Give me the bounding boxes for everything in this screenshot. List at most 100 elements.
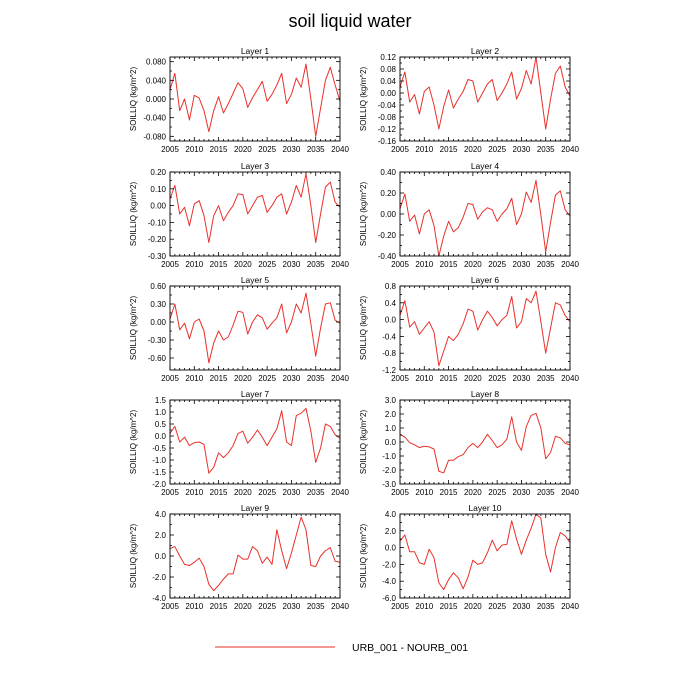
layer-4-x-tick-label: 2010: [415, 260, 433, 269]
layer-4-y-tick-label: -0.40: [378, 252, 397, 261]
layer-5-y-tick-label: 0.00: [150, 318, 166, 327]
layer-2-y-tick-label: 0.12: [380, 53, 396, 62]
layer-1-x-tick-label: 2025: [258, 145, 276, 154]
layer-3-plot-frame: [169, 171, 341, 257]
layer-4-x-tick-label: 2030: [513, 260, 531, 269]
layer-3-x-tick-label: 2035: [307, 260, 325, 269]
layer-4-x-tick-label: 2040: [561, 260, 579, 269]
layer-3-y-tick-label: -0.30: [148, 252, 167, 261]
layer-8-title: Layer 8: [471, 389, 500, 399]
layer-8-y-tick-label: 1.0: [385, 424, 397, 433]
layer-2-panel: Layer 2 2005 2010 2015 2020 2025 2030 2035 2040 -…: [359, 46, 579, 154]
layer-2-plot-frame: [399, 56, 571, 142]
layer-5-x-tick-label: 2010: [185, 374, 203, 383]
layer-5-x-tick-label: 2035: [307, 374, 325, 383]
layer-3-series-line: [169, 173, 341, 244]
layer-6-x-tick-label: 2020: [464, 374, 482, 383]
legend: URB_001 - NOURB_001: [215, 642, 468, 654]
layer-5-x-tick-label: 2005: [161, 374, 179, 383]
layer-3-y-tick-label: 0.20: [150, 168, 166, 177]
layer-1-x-tick-label: 2010: [185, 145, 203, 154]
layer-9-x-tick-label: 2030: [283, 602, 301, 611]
layer-7-panel: Layer 7 2005 2010 2015 2020 2025 2030 2035 2040 -…: [129, 389, 349, 497]
layer-1-y-tick-label: 0.040: [146, 76, 167, 85]
layer-6-panel: Layer 6 2005 2010 2015 2020 2025 2030 2035 2040 -…: [359, 275, 579, 383]
layer-7-y-tick-label: -2.0: [152, 480, 166, 489]
layer-2-x-tick-label: 2005: [391, 145, 409, 154]
layer-10-x-tick-label: 2040: [561, 602, 579, 611]
layer-9-x-tick-label: 2035: [307, 602, 325, 611]
layer-9-y-tick-label: -4.0: [152, 594, 166, 603]
layer-5-x-tick-label: 2020: [234, 374, 252, 383]
layer-1-y-tick-label: -0.040: [143, 114, 166, 123]
layer-4-y-tick-label: 0.00: [380, 210, 396, 219]
layer-10-y-tick-label: 4.0: [385, 510, 397, 519]
layer-7-x-tick-label: 2010: [185, 488, 203, 497]
layer-8-x-tick-label: 2020: [464, 488, 482, 497]
layer-5-plot-frame: [169, 285, 341, 371]
layer-1-x-tick-label: 2040: [331, 145, 349, 154]
layer-8-y-tick-label: -3.0: [382, 480, 396, 489]
layer-8-plot-frame: [399, 399, 571, 485]
layer-2-x-tick-label: 2015: [440, 145, 458, 154]
layer-10-y-tick-label: 0.0: [385, 544, 397, 553]
layer-2-x-tick-label: 2035: [537, 145, 555, 154]
layer-1-series-line: [169, 63, 341, 137]
layer-5-panel: Layer 5 2005 2010 2015 2020 2025 2030 2035 2040 -…: [129, 275, 349, 383]
layer-6-x-tick-label: 2030: [513, 374, 531, 383]
layer-4-y-tick-label: -0.20: [378, 231, 397, 240]
layer-1-y-axis-label: SOILLIQ (kg/m^2): [129, 67, 138, 132]
layer-7-y-tick-label: 0.5: [155, 420, 167, 429]
layer-3-y-tick-label: -0.20: [148, 235, 167, 244]
layer-2-y-tick-label: -0.04: [378, 101, 397, 110]
layer-4-y-tick-label: 0.20: [380, 189, 396, 198]
layer-9-title: Layer 9: [241, 503, 270, 513]
layer-5-y-tick-label: 0.30: [150, 300, 166, 309]
layer-1-x-tick-label: 2015: [210, 145, 228, 154]
layer-9-panel: Layer 9 2005 2010 2015 2020 2025 2030 2035 2040 -…: [129, 503, 349, 611]
layer-8-y-axis-label: SOILLIQ (kg/m^2): [359, 410, 368, 475]
layer-7-x-tick-label: 2040: [331, 488, 349, 497]
layer-2-series-line: [399, 56, 571, 130]
layer-10-x-tick-label: 2005: [391, 602, 409, 611]
layer-1-x-tick-label: 2020: [234, 145, 252, 154]
layer-2-y-tick-label: -0.08: [378, 113, 397, 122]
layer-9-x-tick-label: 2015: [210, 602, 228, 611]
layer-5-x-tick-label: 2030: [283, 374, 301, 383]
layer-2-y-tick-label: -0.16: [378, 137, 397, 146]
layer-7-y-tick-label: 1.0: [155, 408, 167, 417]
layer-9-y-tick-label: 2.0: [155, 531, 167, 540]
layer-2-x-tick-label: 2025: [488, 145, 506, 154]
layer-10-x-tick-label: 2020: [464, 602, 482, 611]
layer-8-x-tick-label: 2015: [440, 488, 458, 497]
layer-10-y-tick-label: 2.0: [385, 527, 397, 536]
layer-6-x-tick-label: 2025: [488, 374, 506, 383]
layer-9-x-tick-label: 2020: [234, 602, 252, 611]
panel-grid: Layer 1 2005 2010 2015 2020 2025 2030 2035 2040 -…: [129, 46, 579, 611]
layer-1-panel: Layer 1 2005 2010 2015 2020 2025 2030 2035 2040 -…: [129, 46, 349, 154]
layer-7-x-tick-label: 2035: [307, 488, 325, 497]
layer-7-y-tick-label: -1.5: [152, 468, 166, 477]
layer-8-y-tick-label: -2.0: [382, 466, 396, 475]
layer-10-title: Layer 10: [468, 503, 501, 513]
layer-10-x-tick-label: 2015: [440, 602, 458, 611]
layer-8-y-tick-label: -1.0: [382, 452, 396, 461]
layer-7-y-tick-label: -0.5: [152, 444, 166, 453]
layer-9-plot-frame: [169, 513, 341, 599]
layer-4-y-tick-label: 0.40: [380, 168, 396, 177]
layer-8-x-tick-label: 2025: [488, 488, 506, 497]
layer-2-y-tick-label: -0.12: [378, 125, 397, 134]
layer-2-y-tick-label: 0.00: [380, 89, 396, 98]
layer-6-x-tick-label: 2040: [561, 374, 579, 383]
layer-7-x-tick-label: 2005: [161, 488, 179, 497]
layer-2-x-tick-label: 2040: [561, 145, 579, 154]
layer-2-y-tick-label: 0.08: [380, 65, 396, 74]
layer-2-y-axis-label: SOILLIQ (kg/m^2): [359, 67, 368, 132]
layer-5-title: Layer 5: [241, 275, 270, 285]
layer-5-series-line: [169, 292, 341, 364]
layer-6-x-tick-label: 2035: [537, 374, 555, 383]
layer-6-x-tick-label: 2010: [415, 374, 433, 383]
layer-6-y-tick-label: 0.8: [385, 282, 397, 291]
